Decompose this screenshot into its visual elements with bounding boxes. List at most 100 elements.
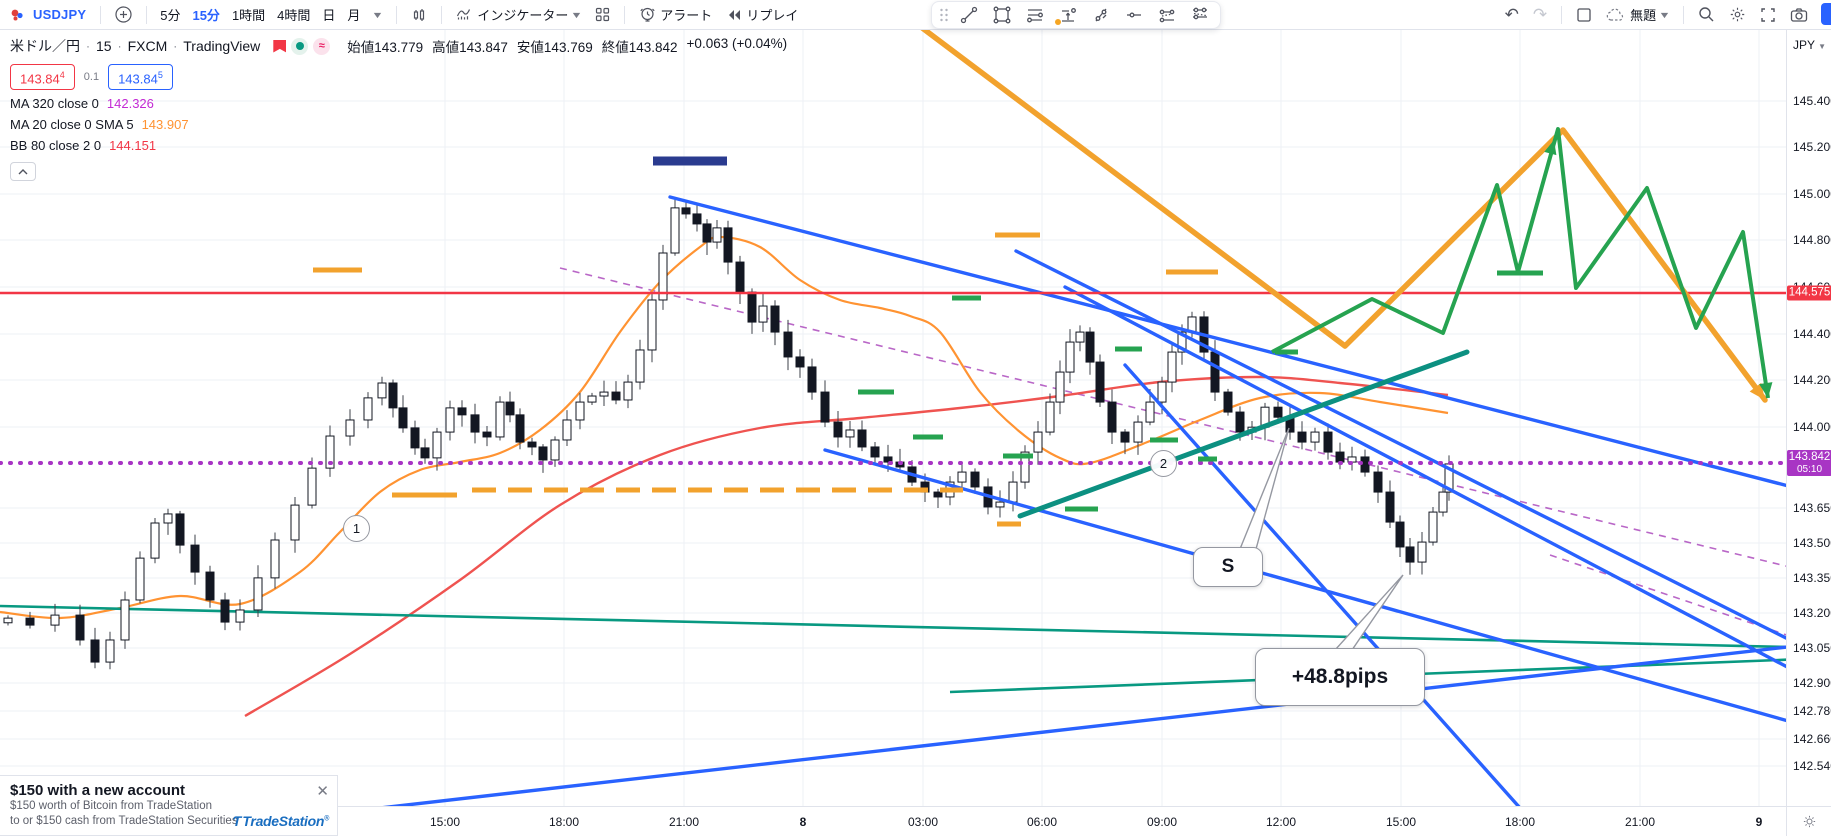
indicator-legend-bb80[interactable]: BB 80 close 2 0 144.151 xyxy=(10,138,157,154)
redo-button[interactable]: ↷ xyxy=(1532,4,1548,24)
candle-body xyxy=(190,544,200,573)
candle-body xyxy=(220,599,230,623)
chart-canvas[interactable] xyxy=(0,30,1786,806)
symbol-button[interactable]: USDJPY xyxy=(33,7,87,22)
candle-body xyxy=(527,441,537,448)
market-flag-icon xyxy=(273,39,287,53)
interval-1h[interactable]: 1時間 xyxy=(231,8,266,23)
axis-settings-corner[interactable] xyxy=(1786,806,1831,836)
undo-button[interactable]: ↶ xyxy=(1504,4,1519,24)
price-tick-label: 144.200 xyxy=(1793,373,1831,387)
green-zigzag-projection xyxy=(1271,127,1770,399)
rectangle-tool[interactable] xyxy=(985,3,1018,27)
buy-ask-button[interactable]: 143.845 xyxy=(108,64,173,91)
symbol-title-row[interactable]: 米ドル／円 · 15 · FXCM · TradingView ≈ 始値143.… xyxy=(10,36,788,55)
interval-5m[interactable]: 5分 xyxy=(160,8,181,23)
divider xyxy=(146,5,148,24)
price-tick-label: 143.200 xyxy=(1793,606,1831,620)
parallel-lines-tool[interactable] xyxy=(1018,3,1051,27)
interval-1d[interactable]: 日 xyxy=(322,8,336,23)
cross-line-tool[interactable] xyxy=(1084,3,1117,27)
wave-number-1-label[interactable]: 1 xyxy=(343,515,370,542)
ma20-value: 143.907 xyxy=(141,117,189,133)
candle-body xyxy=(445,407,455,433)
ad-close-icon[interactable]: ✕ xyxy=(316,783,329,800)
layout-select-button[interactable] xyxy=(1569,2,1599,28)
bb80-value: 144.151 xyxy=(109,138,157,154)
interval-1mo[interactable]: 月 xyxy=(347,8,361,23)
chart-style-button[interactable] xyxy=(404,2,434,28)
candle-body xyxy=(1033,431,1043,453)
candle-body xyxy=(495,401,505,438)
candle-body xyxy=(1020,451,1030,483)
divider xyxy=(1683,5,1684,24)
interval-4h[interactable]: 4時間 xyxy=(277,8,311,23)
flat-channel-tool[interactable] xyxy=(1183,3,1216,27)
candle-body xyxy=(410,427,420,449)
low-value: 143.769 xyxy=(543,40,593,55)
price-axis[interactable]: JPY ▼ 145.400145.200145.000144.800144.60… xyxy=(1786,30,1831,806)
floating-drawing-toolbar xyxy=(931,1,1221,29)
indicator-legend-ma320[interactable]: MA 320 close 0 142.326 xyxy=(10,96,154,112)
time-tick-label: 03:00 xyxy=(907,815,939,829)
candle-body xyxy=(883,456,893,463)
candle-body xyxy=(1297,431,1307,443)
price-tick-label: 144.800 xyxy=(1793,233,1831,247)
trend-line-tool[interactable] xyxy=(952,3,985,27)
compare-add-button[interactable] xyxy=(108,2,139,28)
spread-value: 0.1 xyxy=(83,71,100,84)
wave-number-2-label[interactable]: 2 xyxy=(1150,450,1177,477)
candle-body xyxy=(1145,401,1155,423)
violet-dashed-trendline xyxy=(1549,554,1786,636)
horizontal-ray-tool[interactable] xyxy=(1117,3,1150,27)
price-axis-currency[interactable]: JPY ▼ xyxy=(1793,38,1827,52)
time-tick-label: 8 xyxy=(799,815,807,829)
interval-15m[interactable]: 15分 xyxy=(192,8,220,23)
indicator-legend-ma20[interactable]: MA 20 close 0 SMA 5 143.907 xyxy=(10,117,189,133)
tradestation-logo[interactable]: ƬTradeStation® xyxy=(231,813,329,829)
toolbar-drag-handle[interactable] xyxy=(936,3,952,27)
candle-body xyxy=(388,382,398,409)
long-position-tool[interactable] xyxy=(1051,3,1084,27)
candle-body xyxy=(1095,361,1105,403)
candle-body xyxy=(1385,491,1395,523)
pips-callout-label[interactable]: +48.8pips xyxy=(1255,648,1425,706)
search-button[interactable] xyxy=(1691,2,1722,28)
publish-button-edge[interactable] xyxy=(1821,3,1831,25)
candle-body xyxy=(770,305,780,333)
ad-banner[interactable]: $150 with a new account ✕ $150 worth of … xyxy=(0,775,338,836)
candle-body xyxy=(1065,341,1075,373)
delay-data-icon[interactable]: ≈ xyxy=(313,37,331,55)
candle-body xyxy=(1177,331,1187,353)
legend-collapse-button[interactable] xyxy=(10,162,36,182)
candle-body xyxy=(377,382,387,399)
fullscreen-button[interactable] xyxy=(1753,2,1783,28)
replay-button[interactable]: リプレイ xyxy=(719,2,805,28)
parallel-channel-tool[interactable] xyxy=(1150,3,1183,27)
candle-body xyxy=(120,599,130,641)
time-tick-label: 21:00 xyxy=(1624,815,1656,829)
yellow-projection-line xyxy=(920,30,1768,403)
indicators-button[interactable]: インジケーター ▼ xyxy=(449,2,588,28)
snapshot-camera-button[interactable] xyxy=(1783,2,1815,28)
blue-trendline xyxy=(1014,249,1786,640)
save-layout-button[interactable]: 無題 ▼ xyxy=(1599,2,1676,28)
symbol-interval: 15 xyxy=(96,38,112,54)
candle-body xyxy=(681,207,691,215)
divider xyxy=(100,5,102,24)
alert-button[interactable]: アラート xyxy=(632,2,719,28)
sell-bid-button[interactable]: 143.844 xyxy=(10,64,75,91)
candle-body xyxy=(505,401,515,416)
price-tick-label: 142.660 xyxy=(1793,732,1831,746)
interval-chevron-icon[interactable]: ▼ xyxy=(371,9,385,20)
templates-grid-button[interactable] xyxy=(588,2,617,28)
time-tick-label: 12:00 xyxy=(1265,815,1297,829)
settings-button[interactable] xyxy=(1722,2,1753,28)
candle-body xyxy=(538,446,548,461)
market-open-icon[interactable] xyxy=(291,37,309,55)
candle-body xyxy=(1120,431,1130,443)
candle-body xyxy=(599,391,609,397)
candle-body xyxy=(1133,421,1143,443)
sell-callout-label[interactable]: S xyxy=(1193,547,1263,587)
